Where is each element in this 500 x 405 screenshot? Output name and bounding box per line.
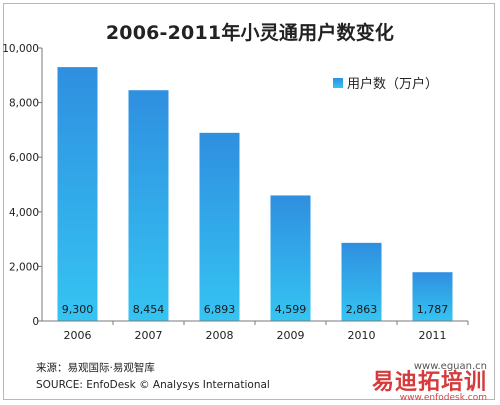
y-tick-label: 8,000 xyxy=(9,98,39,110)
legend-swatch xyxy=(333,77,343,88)
y-tick-label: 2,000 xyxy=(9,261,39,273)
y-tick-label: 6,000 xyxy=(9,152,39,164)
watermark-site: www.eguan.cn xyxy=(413,361,487,372)
bar xyxy=(270,195,311,321)
legend-label: 用户数（万户） xyxy=(347,77,439,92)
bar xyxy=(57,67,98,321)
source-en: SOURCE: EnfoDesk © Analysys Internationa… xyxy=(36,379,270,391)
watermark-url: www.enfodesk.com xyxy=(399,393,487,403)
data-label: 2,863 xyxy=(346,303,378,316)
legend: 用户数（万户） xyxy=(333,73,438,92)
y-tick-label: 4,000 xyxy=(9,207,39,219)
x-tick-label: 2011 xyxy=(419,329,447,342)
source-cn: 来源：易观国际·易观智库 xyxy=(36,362,155,374)
data-label: 9,300 xyxy=(62,303,94,316)
watermark-brand: 易迪拓培训 xyxy=(371,370,487,395)
data-label: 8,454 xyxy=(133,303,165,316)
x-tick-label: 2006 xyxy=(64,329,92,342)
x-tick-label: 2008 xyxy=(206,329,234,342)
bar xyxy=(199,132,240,321)
bar xyxy=(128,90,169,321)
x-tick-label: 2010 xyxy=(348,329,376,342)
chart-title: 2006-2011年小灵通用户数变化 xyxy=(105,22,395,44)
y-tick-label: 10,000 xyxy=(2,43,39,55)
data-label: 6,893 xyxy=(204,303,236,316)
bar xyxy=(341,242,382,321)
x-tick-label: 2007 xyxy=(135,329,163,342)
data-label: 4,599 xyxy=(275,303,307,316)
source-note: 来源：易观国际·易观智库 SOURCE: EnfoDesk © Analysys… xyxy=(36,360,270,394)
x-tick-label: 2009 xyxy=(277,329,305,342)
bar xyxy=(412,272,453,321)
y-tick-label: 0 xyxy=(32,316,39,328)
watermark: www.eguan.cn 易迪拓培训 www.enfodesk.com xyxy=(372,362,487,403)
data-label: 1,787 xyxy=(417,303,449,316)
